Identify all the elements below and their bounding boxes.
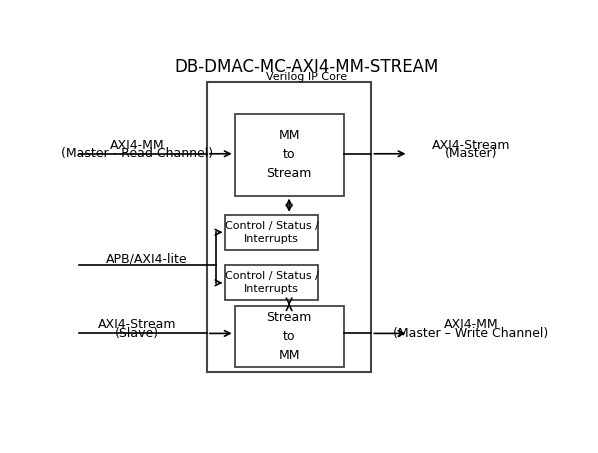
Bar (234, 114, 343, 196)
Text: (Master - Read Channel): (Master - Read Channel) (61, 147, 213, 160)
Text: DB-DMAC-MC-AXI4-MM-STREAM: DB-DMAC-MC-AXI4-MM-STREAM (174, 58, 439, 76)
Text: Verilog IP Core: Verilog IP Core (266, 72, 347, 82)
Bar (207, 82, 371, 372)
Text: (Master – Write Channel): (Master – Write Channel) (393, 327, 548, 340)
Text: MM
to
Stream: MM to Stream (266, 129, 312, 180)
Text: Stream
to
MM: Stream to MM (266, 310, 312, 361)
Text: Control / Status /
Interrupts: Control / Status / Interrupts (225, 271, 319, 294)
Text: (Master): (Master) (445, 147, 498, 160)
Text: AXI4-MM: AXI4-MM (444, 318, 498, 331)
Text: APB/AXI4-lite: APB/AXI4-lite (106, 253, 187, 265)
Bar (225, 215, 318, 250)
Text: AXI4-Stream: AXI4-Stream (432, 139, 510, 152)
Text: AXI4-MM: AXI4-MM (110, 139, 164, 152)
Text: (Slave): (Slave) (115, 327, 160, 340)
Bar (234, 305, 343, 366)
Bar (225, 265, 318, 300)
Text: AXI4-Stream: AXI4-Stream (98, 318, 176, 331)
Text: Control / Status /
Interrupts: Control / Status / Interrupts (225, 221, 319, 244)
